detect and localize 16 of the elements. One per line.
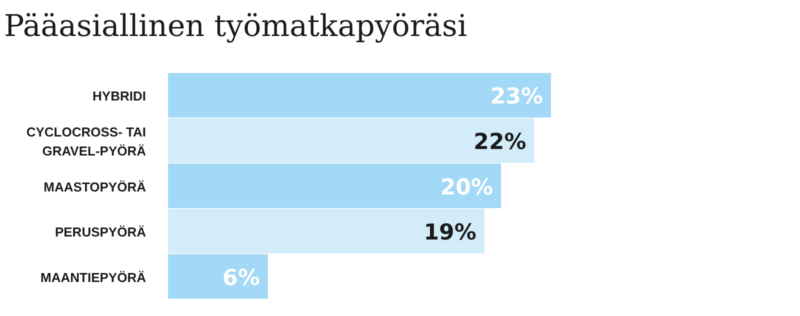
bar (168, 73, 551, 118)
data-label: 20% (440, 175, 494, 200)
bar (168, 118, 534, 163)
data-label: 22% (474, 130, 526, 155)
chart-title: Pääasiallinen työmatkapyöräsi (4, 9, 468, 44)
y-tick-label: HYBRIDI (92, 88, 146, 104)
y-tick-label: MAANTIEPYÖRÄ (40, 270, 147, 285)
y-tick-label: CYCLOCROSS- TAI GRAVEL-PYÖRÄ (26, 124, 147, 158)
data-label: 19% (424, 220, 476, 246)
y-tick-label: MAASTOPYÖRÄ (44, 179, 147, 194)
data-label: 23% (490, 84, 543, 110)
data-label: 6% (222, 266, 260, 291)
bar (168, 208, 484, 254)
bar (168, 164, 502, 208)
bar (168, 254, 268, 299)
y-tick-label: PERUSPYÖRÄ (54, 224, 147, 240)
